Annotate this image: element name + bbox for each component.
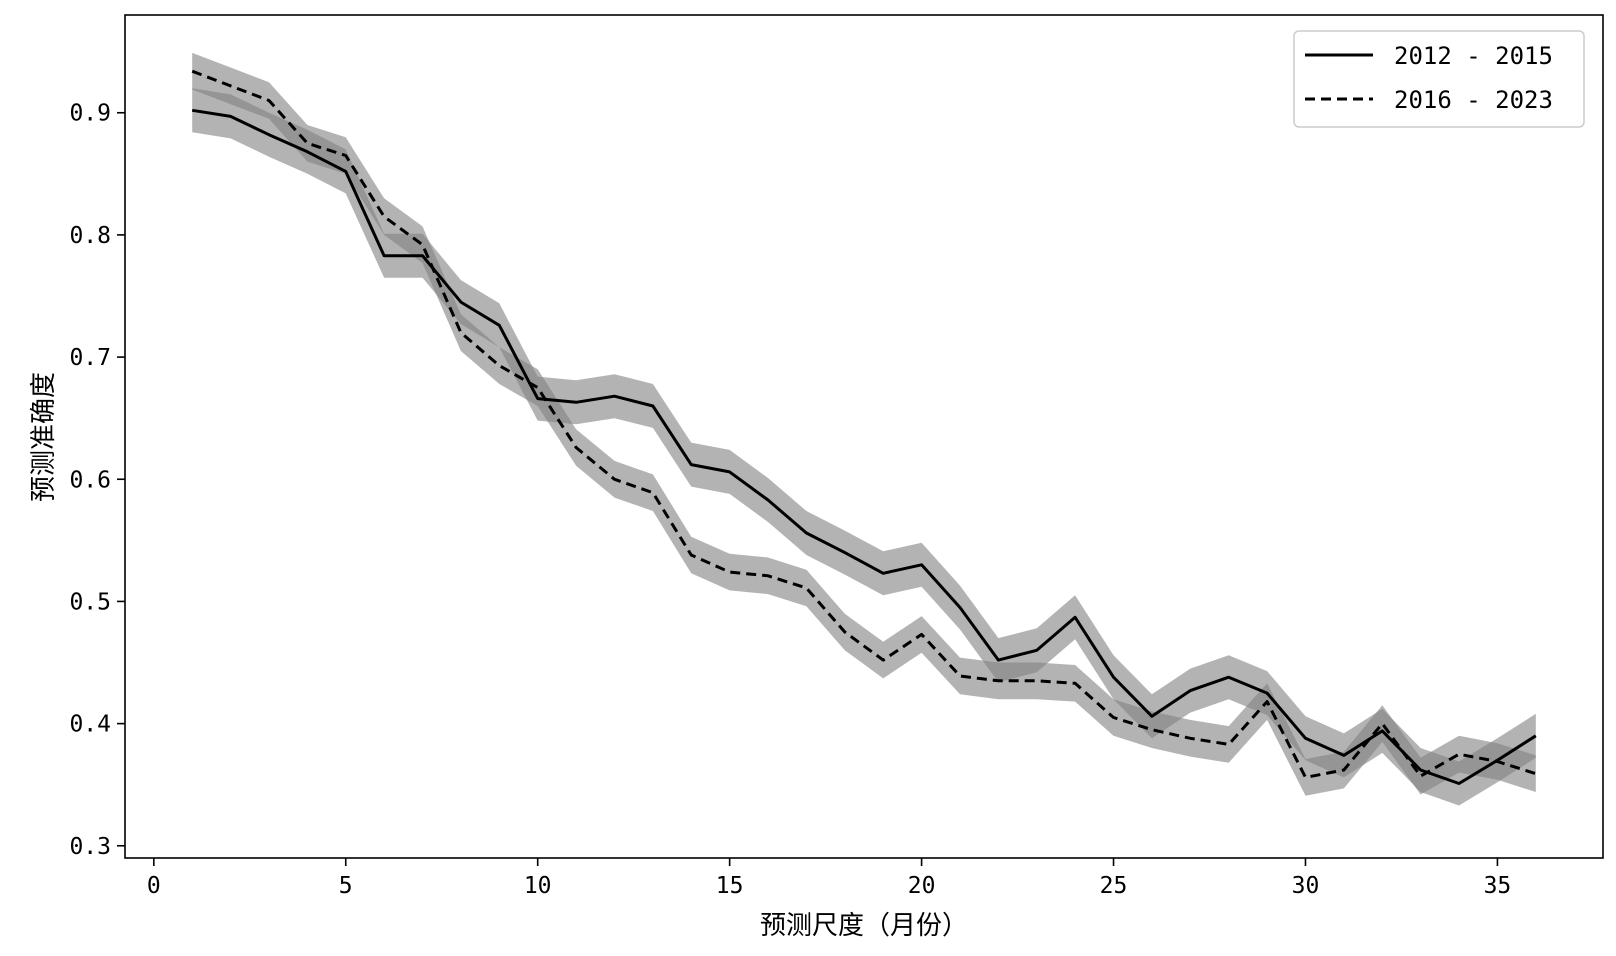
series-line-2012-2015 <box>191 108 1537 785</box>
x-tick-label: 25 <box>1100 873 1128 899</box>
x-tick-label: 0 <box>147 873 161 899</box>
legend-label-2016-2023: 2016 - 2023 <box>1394 86 1553 114</box>
y-tick-label: 0.4 <box>69 712 111 738</box>
series-lines <box>191 69 1537 785</box>
y-axis-ticks: 0.3 0.4 0.5 0.6 0.7 0.8 0.9 <box>69 101 125 860</box>
y-axis-title: 预测准确度 <box>29 372 59 502</box>
y-tick-label: 0.3 <box>69 834 111 860</box>
x-tick-label: 20 <box>908 873 936 899</box>
y-tick-label: 0.7 <box>69 345 111 371</box>
x-tick-label: 15 <box>716 873 744 899</box>
series-line-2016-2023 <box>191 69 1537 779</box>
y-tick-label: 0.9 <box>69 101 111 127</box>
x-tick-label: 5 <box>339 873 353 899</box>
x-axis-ticks: 0 5 10 15 20 25 30 35 <box>147 858 1511 899</box>
y-tick-label: 0.6 <box>69 467 111 493</box>
x-axis-title: 预测尺度（月份） <box>760 911 968 941</box>
x-tick-label: 35 <box>1484 873 1512 899</box>
legend-label-2012-2015: 2012 - 2015 <box>1394 42 1553 70</box>
legend: 2012 - 2015 2016 - 2023 <box>1293 30 1585 128</box>
x-tick-label: 30 <box>1292 873 1320 899</box>
plot-frame <box>124 14 1604 859</box>
y-tick-label: 0.8 <box>69 223 111 249</box>
y-tick-label: 0.5 <box>69 589 111 615</box>
x-tick-label: 10 <box>524 873 552 899</box>
